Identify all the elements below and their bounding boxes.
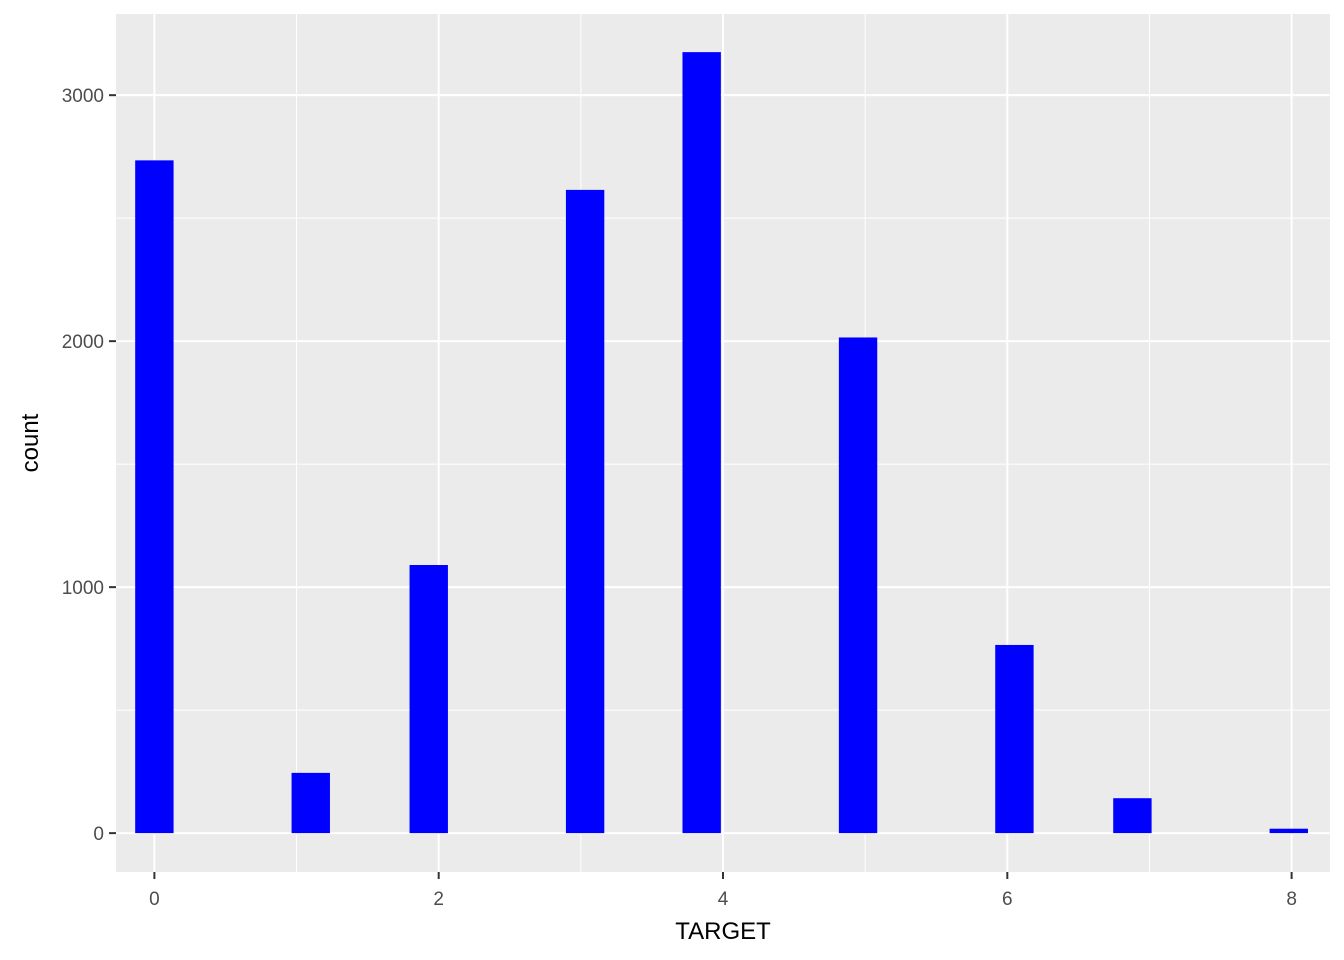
x-axis-title: TARGET bbox=[675, 918, 771, 945]
y-tick-label: 0 bbox=[93, 824, 104, 845]
x-tick-label: 0 bbox=[149, 889, 160, 910]
y-tick-label: 3000 bbox=[62, 86, 104, 107]
bars bbox=[135, 52, 1308, 834]
bar bbox=[1269, 828, 1308, 834]
bar bbox=[135, 160, 174, 834]
x-tick-label: 4 bbox=[718, 889, 729, 910]
y-tick-label: 1000 bbox=[62, 578, 104, 599]
bar bbox=[565, 189, 605, 834]
x-tick-label: 2 bbox=[433, 889, 444, 910]
bar bbox=[409, 565, 448, 834]
bar bbox=[682, 52, 721, 834]
y-axis-title: count bbox=[17, 413, 44, 472]
bar bbox=[995, 644, 1034, 834]
axis-ticks: 0 2 4 6 8 0 1000 2000 3000 bbox=[62, 86, 1297, 910]
x-tick-label: 6 bbox=[1002, 889, 1013, 910]
x-tick-label: 8 bbox=[1286, 889, 1297, 910]
y-tick-label: 2000 bbox=[62, 332, 104, 353]
bar bbox=[838, 337, 878, 834]
bar bbox=[1113, 798, 1152, 834]
bar bbox=[291, 772, 330, 834]
